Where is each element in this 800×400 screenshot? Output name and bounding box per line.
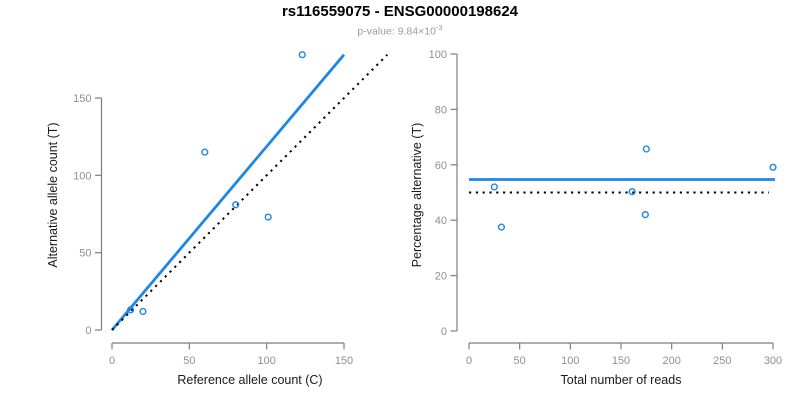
- plot-title: rs116559075 - ENSG00000198624: [281, 3, 519, 20]
- left-yaxis-title: Alternative allele count (T): [46, 122, 60, 268]
- y-tick-label: 60: [435, 160, 447, 172]
- plot-subtitle: p-value: 9.84×10-3: [0, 23, 800, 38]
- data-point: [201, 148, 209, 156]
- y-tick-label: 100: [429, 49, 447, 61]
- data-point: [642, 145, 650, 153]
- y-tick-label: 0: [85, 325, 91, 337]
- x-tick-label: 0: [466, 355, 472, 367]
- x-tick-label: 150: [612, 355, 630, 367]
- data-point: [264, 213, 272, 221]
- pvalue-text: p-value: 9.84×10: [357, 25, 436, 38]
- data-point: [232, 201, 240, 209]
- x-tick-label: 100: [257, 355, 275, 367]
- right-plot: 0 20 40 60 80 100 0 50 100 150 200 250 300: [429, 49, 783, 367]
- y-tick-label: 50: [79, 248, 91, 260]
- data-point: [298, 51, 306, 59]
- x-tick-label: 250: [713, 355, 731, 367]
- right-yaxis-title: Percentage alternative (T): [410, 122, 424, 268]
- y-tick-label: 40: [435, 215, 447, 227]
- identity-line: [111, 53, 389, 331]
- y-tick-label: 100: [73, 170, 91, 182]
- y-tick-label: 150: [73, 93, 91, 105]
- data-point: [641, 211, 649, 219]
- x-tick-label: 150: [335, 355, 353, 367]
- data-point: [628, 188, 636, 196]
- data-point: [769, 163, 777, 171]
- data-point: [490, 183, 498, 191]
- x-tick-label: 300: [764, 355, 782, 367]
- y-tick-label: 80: [435, 104, 447, 116]
- x-tick-label: 100: [561, 355, 579, 367]
- x-tick-label: 50: [183, 355, 195, 367]
- data-point: [497, 223, 506, 231]
- data-point: [139, 307, 147, 316]
- y-tick-label: 20: [435, 271, 447, 283]
- left-plot: 0 50 100 150 0 50 100 150: [73, 51, 389, 367]
- y-tick-label: 0: [441, 326, 447, 338]
- fit-line: [110, 53, 346, 331]
- left-xaxis-title: Reference allele count (C): [177, 373, 323, 387]
- x-tick-label: 200: [662, 355, 680, 367]
- x-tick-label: 50: [514, 355, 526, 367]
- data-point: [126, 306, 135, 314]
- pvalue-exponent: -3: [435, 23, 443, 32]
- x-tick-label: 0: [109, 355, 115, 367]
- right-xaxis-title: Total number of reads: [560, 373, 682, 387]
